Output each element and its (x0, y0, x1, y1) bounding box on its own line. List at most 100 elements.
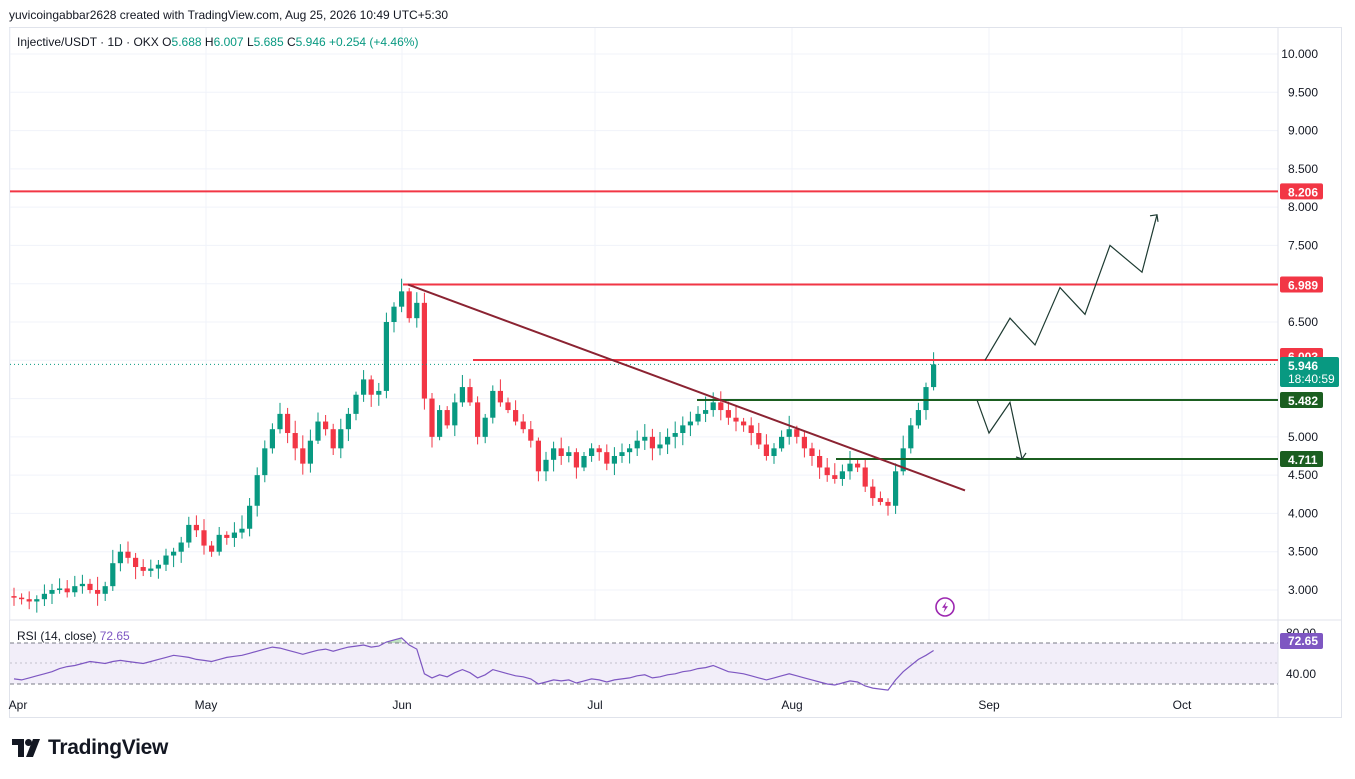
candle-body (125, 551, 131, 558)
time-axis-label: May (195, 698, 218, 712)
candle-body (915, 410, 921, 426)
price-axis-label: 7.500 (1288, 238, 1318, 252)
candle-body (376, 390, 382, 395)
candle-body (414, 302, 420, 319)
rsi-axis-label: 40.00 (1286, 667, 1316, 681)
candle-body (908, 425, 914, 449)
candle-body (26, 599, 32, 602)
candle-body (315, 421, 321, 441)
candle-body (505, 402, 511, 411)
candle-body (817, 455, 823, 468)
price-axis-label: 5.000 (1288, 430, 1318, 444)
bullish-projection-path (984, 214, 1158, 361)
candle-body (695, 413, 701, 422)
candle-body (444, 410, 450, 426)
candle-body (178, 542, 184, 552)
candle-body (87, 583, 93, 590)
level-tag-text: 6.989 (1288, 279, 1318, 293)
candle-body (117, 551, 123, 564)
candles (11, 278, 937, 613)
candle-body (490, 390, 496, 418)
candle-body (558, 448, 564, 456)
candle-body (437, 410, 443, 437)
candle-body (429, 398, 435, 437)
time-axis-label: Sep (978, 698, 1000, 712)
symbol-legend: Injective/USDT · 1D · OKX O5.688 H6.007 … (17, 35, 418, 49)
level-tag-text: 8.206 (1288, 185, 1318, 199)
candle-body (95, 589, 101, 594)
candle-body (155, 564, 161, 569)
brand-name: TradingView (48, 736, 169, 759)
candle-body (19, 597, 25, 600)
tradingview-brand[interactable]: TradingView (12, 736, 168, 760)
high-label: H (204, 35, 214, 49)
candle-body (801, 436, 807, 449)
candle-body (566, 452, 572, 456)
candle-body (163, 555, 169, 565)
candle-body (642, 436, 648, 441)
candle-body (307, 440, 313, 464)
candle-body (133, 557, 139, 568)
candle-body (619, 452, 625, 456)
candle-body (421, 302, 427, 399)
rsi-tag-text: 72.65 (1288, 634, 1318, 648)
candle-body (680, 425, 686, 434)
change-value: +0.254 (+4.46%) (329, 35, 419, 49)
price-axis-label: 3.500 (1288, 545, 1318, 559)
candle-body (718, 402, 724, 411)
chart-grid (9, 28, 1278, 620)
candle-body (665, 436, 671, 445)
level-tag-text: 4.711 (1288, 453, 1318, 467)
candle-body (110, 563, 116, 587)
candle-body (216, 534, 222, 552)
candle-body (611, 455, 617, 464)
candle-body (786, 429, 792, 437)
candle-body (596, 448, 602, 453)
low-value: 5.685 (253, 35, 284, 49)
last-price-tag-bg (1280, 357, 1339, 387)
candle-body (277, 413, 283, 430)
symbol-name: Injective/USDT · 1D · OKX (17, 35, 159, 49)
tradingview-logo-icon (12, 739, 40, 757)
price-axis-label: 8.000 (1288, 200, 1318, 214)
close-value: 5.946 (295, 35, 326, 49)
candle-body (102, 586, 108, 594)
price-axis-label: 6.500 (1288, 315, 1318, 329)
candle-body (72, 586, 78, 593)
trend-line (407, 283, 966, 492)
candle-body (832, 475, 838, 479)
candle-body (589, 448, 595, 456)
candle-body (11, 596, 17, 598)
candle-body (687, 421, 693, 426)
close-label: C (287, 35, 296, 49)
time-axis-label: Apr (9, 698, 28, 712)
candle-body (771, 448, 777, 456)
candle-body (399, 291, 405, 307)
candle-body (497, 390, 503, 403)
candle-body (573, 452, 579, 468)
candle-body (330, 429, 336, 449)
candle-body (513, 410, 519, 422)
candle-body (300, 448, 306, 464)
candle-body (34, 599, 40, 602)
price-axis-label: 9.000 (1288, 124, 1318, 138)
candle-body (649, 436, 655, 449)
candle-body (543, 459, 549, 472)
level-tag-bg (1280, 450, 1323, 467)
candle-body (292, 433, 298, 449)
candle-body (247, 505, 253, 529)
candle-body (581, 455, 587, 468)
open-value: 5.688 (171, 35, 202, 49)
candle-body (877, 498, 883, 502)
candle-body (482, 417, 488, 437)
price-axis-label: 4.000 (1288, 506, 1318, 520)
candle-body (703, 410, 709, 414)
candle-body (839, 471, 845, 479)
candle-body (79, 583, 85, 587)
bearish-arrowhead (1015, 452, 1027, 460)
candle-body (224, 534, 230, 538)
candle-body (467, 387, 473, 403)
horizontal-levels (10, 190, 1278, 460)
candle-body (368, 379, 374, 395)
